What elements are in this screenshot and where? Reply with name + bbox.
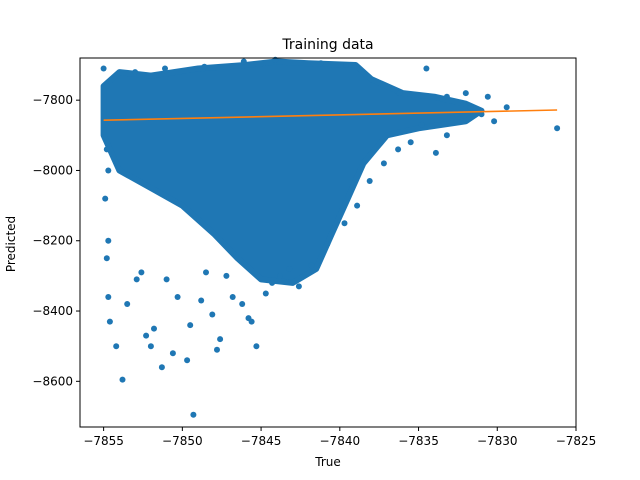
- scatter-point: [491, 118, 498, 125]
- scatter-point: [308, 262, 315, 269]
- x-axis-label: True: [314, 455, 341, 469]
- y-tick-label: −8400: [32, 304, 73, 318]
- scatter-point: [478, 111, 485, 118]
- scatter-point: [277, 272, 283, 279]
- scatter-point: [407, 139, 414, 146]
- scatter-point: [119, 376, 126, 383]
- scatter-point: [105, 294, 112, 300]
- scatter-point: [147, 343, 154, 350]
- x-tick-label: −7840: [320, 434, 361, 448]
- y-tick-label: −8600: [32, 374, 73, 388]
- scatter-point: [418, 121, 425, 128]
- scatter-point: [240, 58, 247, 65]
- x-tick-label: −7835: [398, 434, 439, 448]
- scatter-point: [162, 65, 168, 72]
- scatter-point: [503, 104, 510, 111]
- scatter-point: [286, 265, 293, 272]
- scatter-point: [341, 220, 348, 227]
- scatter-point: [239, 301, 246, 307]
- scatter-point: [443, 93, 450, 100]
- scatter-point: [396, 90, 403, 97]
- scatter-point: [132, 69, 139, 76]
- scatter-point: [467, 104, 474, 111]
- scatter-point: [217, 336, 224, 343]
- scatter-point: [209, 311, 216, 318]
- scatter-point: [343, 62, 350, 68]
- scatter-point: [354, 202, 361, 209]
- scatter-point: [462, 90, 469, 97]
- y-axis-label: Predicted: [4, 216, 18, 272]
- y-tick-label: −7800: [32, 93, 73, 107]
- chart-title: Training data: [281, 37, 373, 53]
- x-axis-ticks: −7855 −7850 −7845 −7840 −7835 −7830 −7825: [83, 427, 596, 448]
- scatter-point: [102, 121, 109, 128]
- scatter-point: [395, 146, 402, 153]
- scatter-points: [100, 56, 561, 418]
- scatter-point: [423, 65, 430, 72]
- y-axis-ticks: −8600 −8400 −8200 −8000 −7800: [32, 93, 80, 388]
- scatter-point: [143, 332, 150, 339]
- scatter-point: [248, 318, 255, 325]
- scatter-point: [201, 63, 208, 70]
- axes-frame: [79, 57, 577, 428]
- scatter-point: [443, 132, 450, 139]
- scatter-point: [198, 297, 205, 304]
- scatter-point: [554, 125, 561, 132]
- scatter-point: [317, 60, 324, 67]
- scatter-point: [169, 350, 176, 357]
- scatter-point: [184, 357, 191, 364]
- y-tick-label: −8200: [32, 234, 73, 248]
- scatter-density-cloud: [100, 58, 485, 286]
- scatter-point: [158, 364, 165, 371]
- scatter-point: [113, 343, 120, 350]
- y-tick-label: −8000: [32, 163, 73, 177]
- fit-line: [103, 109, 558, 122]
- x-tick-label: −7825: [556, 434, 597, 448]
- scatter-point: [214, 346, 220, 353]
- scatter-point: [223, 272, 230, 279]
- scatter-point: [103, 83, 110, 90]
- scatter-point: [187, 322, 194, 329]
- scatter-point: [103, 255, 110, 262]
- scatter-point: [133, 276, 140, 283]
- scatter-point: [100, 65, 107, 72]
- scatter-point: [106, 318, 113, 325]
- scatter-point: [124, 301, 131, 307]
- scatter-point: [484, 93, 491, 100]
- scatter-cloud-body: [100, 58, 485, 286]
- scatter-point: [103, 146, 110, 153]
- scatter-point: [262, 290, 269, 297]
- scatter-point: [163, 276, 170, 283]
- scatter-point: [174, 294, 181, 300]
- scatter-point: [380, 160, 387, 167]
- scatter-point: [105, 237, 112, 244]
- scatter-point: [295, 283, 302, 290]
- x-tick-label: −7830: [477, 434, 518, 448]
- scatter-point: [432, 149, 439, 156]
- fit-line-layer: [103, 109, 558, 122]
- scatter-point: [138, 269, 145, 276]
- scatter-point: [203, 269, 209, 276]
- x-tick-label: −7850: [162, 434, 203, 448]
- scatter-point: [366, 178, 373, 184]
- scatter-point: [105, 167, 112, 174]
- scatter-point: [102, 195, 109, 202]
- scatter-point: [229, 294, 236, 300]
- scatter-point: [190, 411, 197, 418]
- x-tick-label: −7855: [83, 434, 124, 448]
- scatter-point: [151, 325, 157, 332]
- scatter-point: [253, 343, 260, 350]
- x-tick-label: −7845: [241, 434, 282, 448]
- scatter-point: [269, 279, 276, 286]
- scatter-point: [324, 241, 331, 248]
- axes-border: [79, 57, 577, 428]
